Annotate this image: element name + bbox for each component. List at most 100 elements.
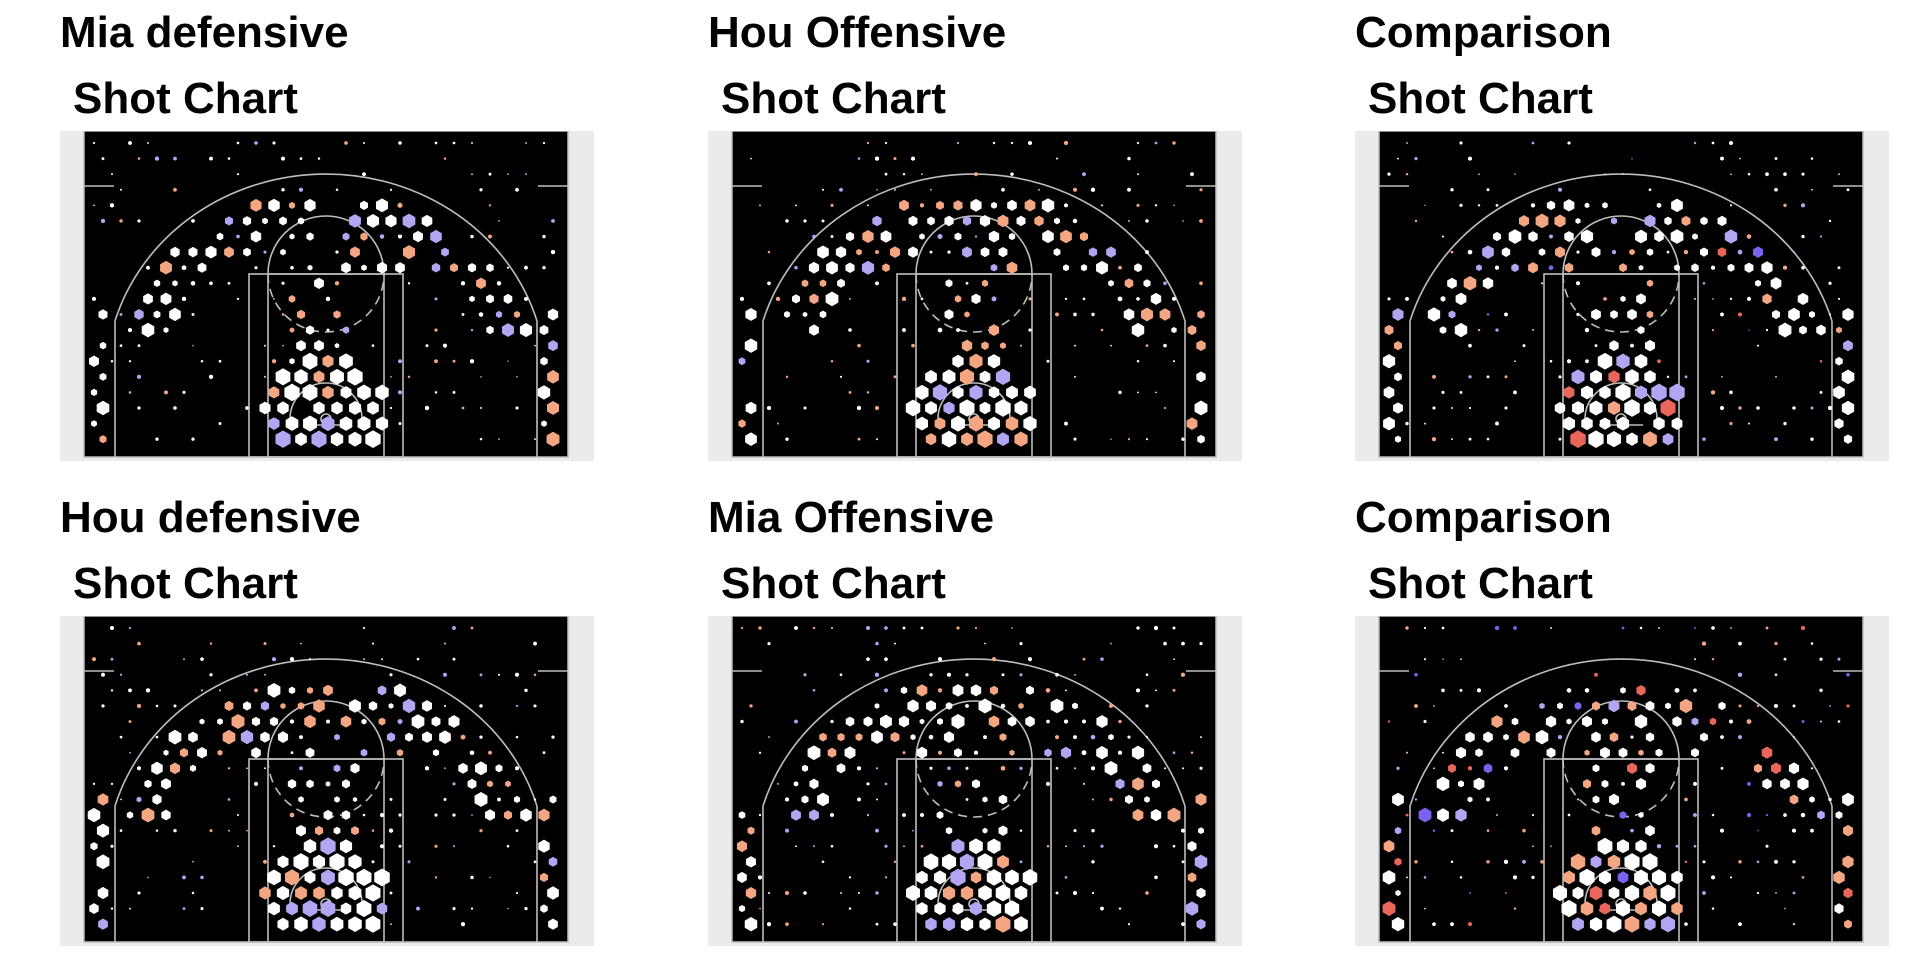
hexbin-mark <box>495 310 503 319</box>
shot-chart-court <box>708 131 1242 461</box>
hexbin-mark <box>525 141 527 145</box>
hexbin-mark <box>548 856 558 867</box>
hexbin-mark <box>452 906 456 911</box>
hexbin-mark <box>322 385 334 399</box>
hexbin-mark <box>1096 260 1108 275</box>
hexbin-mark <box>1609 732 1619 743</box>
hexbin-mark <box>740 296 744 302</box>
hexbin-mark <box>1167 807 1181 823</box>
hexbin-mark <box>1800 625 1806 631</box>
hexbin-mark <box>271 358 277 364</box>
hexbin-mark <box>927 216 935 226</box>
hexbin-mark <box>1841 400 1855 416</box>
paint-inner <box>915 758 1033 943</box>
hexbin-mark <box>191 312 195 317</box>
hexbin-mark <box>313 370 325 384</box>
hexbin-mark <box>1619 811 1627 820</box>
hexbin-mark <box>1630 828 1634 833</box>
hexbin-mark <box>1783 203 1787 208</box>
hexbin-mark <box>1477 204 1481 207</box>
hexbin-mark <box>961 339 973 352</box>
hexbin-mark <box>1163 281 1167 286</box>
hexbin-mark <box>1181 641 1185 646</box>
hexbin-mark <box>1128 220 1130 222</box>
hexbin-mark <box>308 657 312 661</box>
hexbin-mark <box>1382 870 1396 885</box>
hexbin-mark <box>470 626 474 630</box>
hexbin-mark <box>1528 231 1538 242</box>
hexbin-mark <box>1817 810 1825 820</box>
hexbin-mark <box>1635 839 1647 853</box>
hexbin-mark <box>334 343 340 349</box>
hexbin-mark <box>803 219 807 223</box>
hexbin-mark <box>303 415 317 432</box>
hexbin-mark <box>1050 698 1064 714</box>
hexbin-mark <box>1511 263 1519 272</box>
hexbin-mark <box>911 156 915 161</box>
hexbin-mark <box>1653 417 1665 431</box>
hexbin-mark <box>334 280 340 286</box>
hexbin-mark <box>745 887 757 899</box>
panel-subtitle: Shot Chart <box>721 559 946 608</box>
hexbin-mark <box>365 884 381 902</box>
hexbin-mark <box>1141 307 1153 322</box>
hexbin-mark <box>831 627 833 629</box>
hexbin-mark <box>119 829 123 833</box>
hexbin-mark <box>900 686 908 695</box>
hexbin-mark <box>1607 854 1621 869</box>
hexbin-mark <box>281 281 285 286</box>
hexbin-mark <box>1391 917 1405 932</box>
hexbin-mark <box>801 764 809 772</box>
hexbin-mark <box>452 625 456 631</box>
hexbin-mark <box>1554 214 1566 228</box>
hexbin-mark <box>1117 750 1123 756</box>
hexbin-mark <box>314 825 324 836</box>
hexbin-mark <box>1793 923 1795 926</box>
hexbin-mark <box>803 890 807 896</box>
hexbin-mark <box>92 141 96 145</box>
hexbin-mark <box>1467 765 1473 771</box>
hexbin-mark <box>1549 234 1553 239</box>
hexbin-mark <box>506 266 510 269</box>
hexbin-mark <box>182 907 186 911</box>
hexbin-mark <box>945 826 953 835</box>
hexbin-mark <box>1629 248 1635 256</box>
hexbin-mark <box>188 246 198 258</box>
hexbin-mark <box>209 672 213 677</box>
hexbin-mark <box>1136 141 1140 145</box>
hexbin-mark <box>209 642 213 645</box>
hexbin-mark <box>862 230 874 244</box>
hexbin-mark <box>936 200 944 210</box>
hexbin-mark <box>1055 891 1059 895</box>
hexbin-mark <box>1638 264 1644 271</box>
hexbin-mark <box>998 246 1008 258</box>
hexbin-mark <box>1646 279 1654 287</box>
hexbin-mark <box>1710 390 1716 395</box>
hexbin-mark <box>1789 794 1799 805</box>
hexbin-mark <box>1651 900 1667 917</box>
hexbin-mark <box>908 246 918 258</box>
hexbin-mark <box>109 202 115 208</box>
hexbin-mark <box>1660 884 1676 902</box>
hexbin-mark <box>90 842 98 851</box>
hexbin-mark <box>98 918 108 930</box>
hexbin-mark <box>1108 280 1114 287</box>
hexbin-mark <box>979 215 991 227</box>
hexbin-mark <box>360 748 368 757</box>
hexbin-mark <box>110 625 114 631</box>
hexbin-mark <box>944 309 954 320</box>
hexbin-mark <box>875 922 879 926</box>
hexbin-mark <box>136 703 142 709</box>
hexbin-mark <box>1797 292 1809 305</box>
hexbin-mark <box>986 900 1002 917</box>
hexbin-mark <box>959 853 975 871</box>
hexbin-mark <box>146 265 150 270</box>
hexbin-mark <box>1681 215 1691 227</box>
hexbin-mark <box>1797 777 1809 791</box>
hexbin-mark <box>503 293 513 304</box>
hexbin-mark <box>443 797 447 802</box>
hexbin-mark <box>379 234 385 239</box>
hexbin-mark <box>1011 627 1013 629</box>
hexbin-mark <box>1136 296 1140 301</box>
hexbin-mark <box>1757 344 1759 347</box>
